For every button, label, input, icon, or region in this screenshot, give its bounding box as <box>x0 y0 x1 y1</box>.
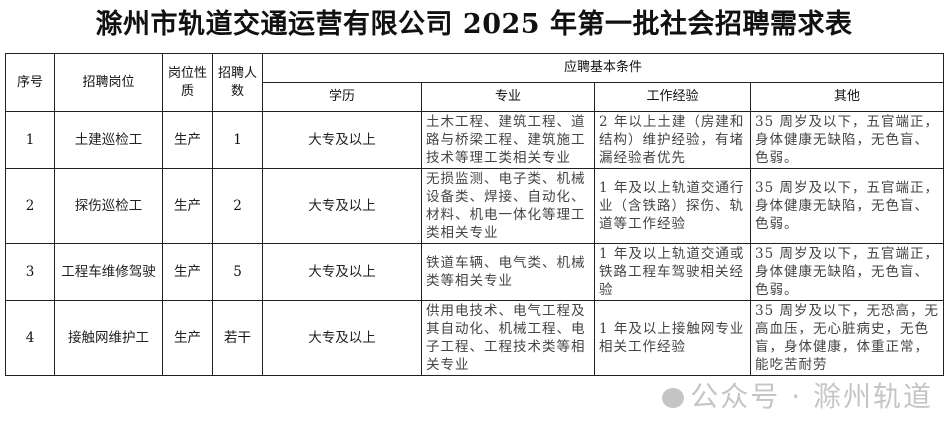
header-requirements: 应聘基本条件 <box>261 53 945 83</box>
header-position: 招聘岗位 <box>54 53 163 112</box>
row-nature: 生产 <box>162 168 213 244</box>
row-count: 若干 <box>212 300 263 376</box>
row-experience: 1 年及以上轨道交通行业（含铁路）探伤、轨道等工作经验 <box>594 168 751 244</box>
table-row: 2 探伤巡检工 生产 2 大专及以上 无损监测、电子类、机械设备类、焊接、自动化… <box>5 168 945 244</box>
row-education: 大专及以上 <box>262 243 422 301</box>
row-education: 大专及以上 <box>262 300 422 376</box>
page-title: 滁州市轨道交通运营有限公司 2025 年第一批社会招聘需求表 <box>95 9 853 40</box>
row-nature: 生产 <box>162 111 213 169</box>
row-other: 35 周岁及以下，五官端正，身体健康无缺陷，无色盲、色弱。 <box>749 111 945 169</box>
header-count: 招聘人数 <box>212 53 263 112</box>
row-major: 供用电技术、电气工程及其自动化、机械工程、电子工程、工程技术类等相关专业 <box>421 300 595 376</box>
row-education: 大专及以上 <box>262 111 422 169</box>
row-count: 1 <box>212 111 263 169</box>
row-other: 35 周岁及以下，五官端正，身体健康无缺陷，无色盲、色弱。 <box>749 168 945 244</box>
row-experience: 1 年及以上接触网专业相关工作经验 <box>594 300 751 376</box>
row-nature: 生产 <box>162 300 213 376</box>
row-position: 接触网维护工 <box>54 300 163 376</box>
table-row: 4 接触网维护工 生产 若干 大专及以上 供用电技术、电气工程及其自动化、机械工… <box>5 300 945 376</box>
row-count: 5 <box>212 243 263 301</box>
row-experience: 1 年及以上轨道交通或铁路工程车驾驶相关经验 <box>594 243 751 301</box>
row-position: 工程车维修驾驶 <box>54 243 163 301</box>
table-row: 1 土建巡检工 生产 1 大专及以上 土木工程、建筑工程、道路与桥梁工程、建筑施… <box>5 111 945 169</box>
row-other: 35 周岁及以下，五官端正，身体健康无缺陷，无色盲、色弱。 <box>749 243 945 301</box>
row-major: 土木工程、建筑工程、道路与桥梁工程、建筑施工技术等理工类相关专业 <box>421 111 595 169</box>
row-nature: 生产 <box>162 243 213 301</box>
recruitment-table: 序号 招聘岗位 岗位性质 招聘人数 应聘基本条件 学历 专业 工作经验 其他 1… <box>5 53 945 376</box>
watermark: 公众号 · 滁州轨道 <box>5 380 943 414</box>
row-index: 4 <box>5 300 55 376</box>
table-row: 3 工程车维修驾驶 生产 5 大专及以上 铁道车辆、电气类、机械类等相关专业 1… <box>5 243 945 301</box>
header-education: 学历 <box>262 82 422 112</box>
row-index: 2 <box>5 168 55 244</box>
row-position: 土建巡检工 <box>54 111 163 169</box>
wechat-icon <box>662 388 685 408</box>
header-major: 专业 <box>421 82 595 112</box>
row-index: 3 <box>5 243 55 301</box>
header-index: 序号 <box>5 53 55 112</box>
header-nature: 岗位性质 <box>162 53 213 112</box>
content: 序号 招聘岗位 岗位性质 招聘人数 应聘基本条件 学历 专业 工作经验 其他 1… <box>5 53 945 414</box>
row-index: 1 <box>5 111 55 169</box>
row-other: 35 周岁及以下，无恐高，无高血压，无心脏病史，无色盲，身体健康，体重正常，能吃… <box>749 300 945 376</box>
watermark-text: 公众号 · 滁州轨道 <box>690 380 933 413</box>
row-major: 铁道车辆、电气类、机械类等相关专业 <box>421 243 595 301</box>
row-education: 大专及以上 <box>262 168 422 244</box>
row-experience: 2 年以上土建（房建和结构）维护经验，有堵漏经验者优先 <box>594 111 751 169</box>
row-count: 2 <box>212 168 263 244</box>
header-other: 其他 <box>749 82 945 112</box>
row-position: 探伤巡检工 <box>54 168 163 244</box>
row-major: 无损监测、电子类、机械设备类、焊接、自动化、材料、机电一体化等理工类相关专业 <box>421 168 595 244</box>
header-experience: 工作经验 <box>594 82 751 112</box>
